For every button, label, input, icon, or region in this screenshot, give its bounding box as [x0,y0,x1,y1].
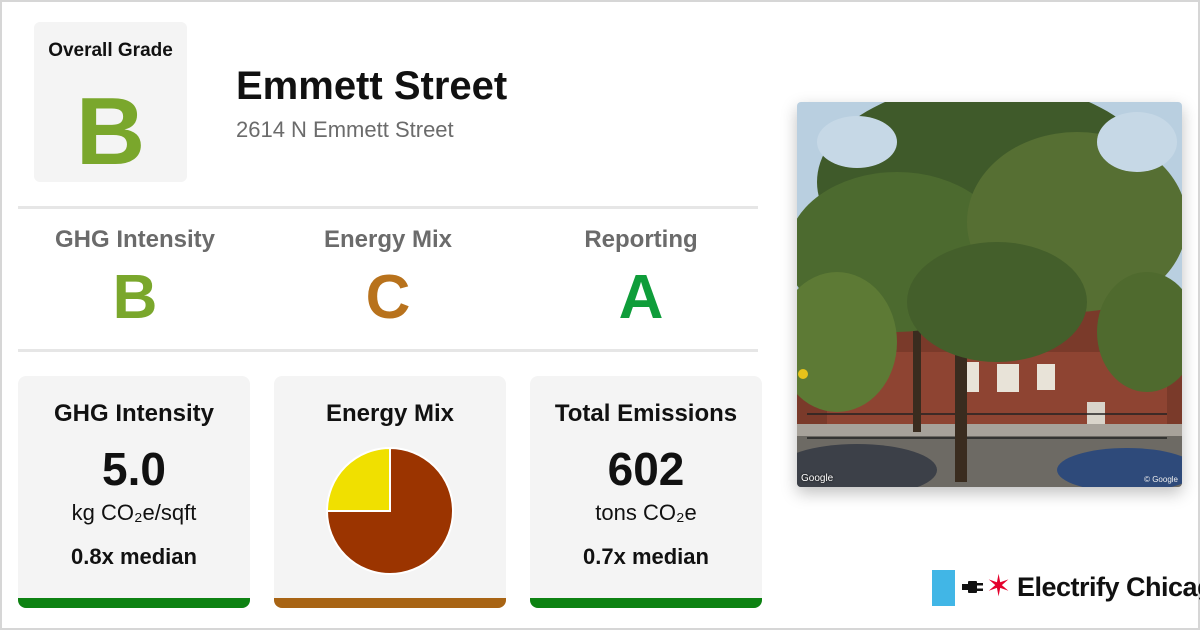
subgrade-ghg-grade: B [112,263,158,332]
building-address: 2614 N Emmett Street [236,117,454,142]
subgrade-mix-label: Energy Mix [323,226,453,253]
emissions-card-value: 602 [607,443,685,495]
ghg-card-median: 0.8x median [71,544,197,569]
divider-bottom [18,349,758,352]
pie-slice-1 [325,446,391,512]
ghg-card-bar [18,598,250,608]
ghg-intensity-card: GHG Intensity 5.0 kg CO₂e/sqft 0.8x medi… [18,376,250,608]
emissions-card-median: 0.7x median [583,544,709,569]
mix-card-title: Energy Mix [325,400,455,427]
chicago-star-icon: ✶ [986,570,1012,603]
emissions-card-title: Total Emissions [554,400,738,427]
energy-mix-pie [325,446,454,575]
brand-stripe [932,570,955,606]
subgrade-mix-grade: C [365,263,411,332]
subgrade-ghg: GHG Intensity B [10,226,260,334]
subgrade-ghg-label: GHG Intensity [54,226,216,253]
divider-top [18,206,758,209]
subgrade-reporting-label: Reporting [584,226,698,253]
ghg-card-title: GHG Intensity [53,400,215,427]
energy-mix-card: Energy Mix [274,376,506,608]
plug-icon [962,581,983,593]
brand-name: Electrify Chicago [1017,572,1200,602]
building-photo: Google © Google [797,102,1182,487]
overall-grade-label: Overall Grade [48,40,173,61]
emissions-card-unit: tons CO₂e [595,500,697,525]
subgrade-reporting-grade: A [618,263,664,332]
photo-credit-copyright: © Google [1144,475,1178,484]
ghg-card-unit: kg CO₂e/sqft [71,500,197,525]
street-view-image [797,102,1182,487]
overall-grade-box: Overall Grade B [34,22,187,182]
subgrade-reporting: Reporting A [516,226,766,334]
building-name: Emmett Street [236,64,508,108]
ghg-card-value: 5.0 [102,443,166,495]
total-emissions-card: Total Emissions 602 tons CO₂e 0.7x media… [530,376,762,608]
mix-card-bar [274,598,506,608]
overall-grade-letter: B [75,78,146,185]
subgrade-mix: Energy Mix C [263,226,513,334]
photo-credit-google: Google [801,473,834,484]
emissions-card-bar [530,598,762,608]
